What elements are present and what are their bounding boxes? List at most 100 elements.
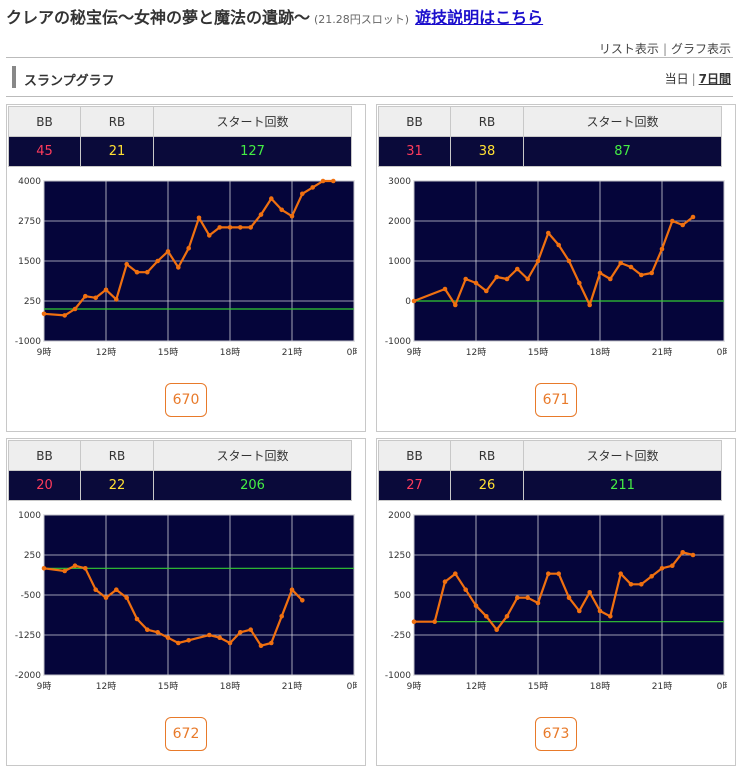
machine-number-button[interactable]: 672 [165, 717, 207, 751]
data-point [442, 579, 448, 584]
rb-header: RB [80, 440, 154, 471]
stats-header-row: BB RB スタート回数 [8, 106, 352, 137]
page-title: クレアの秘宝伝〜女神の夢と魔法の遺跡〜 [6, 8, 311, 27]
data-point [279, 207, 285, 213]
x-tick-label: 9時 [407, 681, 422, 692]
data-point [659, 566, 665, 571]
data-point [279, 614, 285, 619]
y-tick-label: 250 [24, 297, 41, 307]
data-point [72, 306, 78, 312]
data-point [72, 563, 78, 568]
machine-panel: BB RB スタート回数 45 21 127 4000 2750 1500 250 -1… [6, 104, 366, 432]
machine-panel: BB RB スタート回数 20 22 206 1000 250 -500 -1250 -… [6, 438, 366, 766]
machine-number-button[interactable]: 673 [535, 717, 577, 751]
rb-header: RB [80, 106, 154, 137]
page-header: クレアの秘宝伝〜女神の夢と魔法の遺跡〜 (21.28円スロット) 遊技説明はこちら [6, 4, 543, 28]
data-point [41, 311, 47, 317]
stats-value-row: 31 38 87 [378, 136, 722, 167]
x-tick-label: 12時 [96, 681, 116, 692]
data-point [484, 288, 489, 294]
stats-table: BB RB スタート回数 45 21 127 [8, 106, 352, 167]
data-point [217, 635, 222, 640]
data-point [196, 215, 202, 221]
machine-number-button[interactable]: 671 [535, 383, 577, 417]
data-point [639, 582, 644, 587]
range-today-link[interactable]: 当日 [664, 72, 689, 86]
x-tick-label: 9時 [407, 347, 422, 358]
x-tick-label: 12時 [96, 347, 116, 358]
graph-view-link[interactable]: グラフ表示 [670, 42, 731, 56]
data-point [93, 587, 98, 592]
section-marker [12, 66, 16, 88]
page-subtitle: (21.28円スロット) [314, 13, 410, 26]
y-tick-label: -2000 [15, 671, 41, 681]
data-point [41, 566, 47, 571]
rb-value: 21 [80, 136, 154, 167]
data-point [504, 614, 510, 619]
x-tick-label: 12時 [466, 681, 486, 692]
series-line [43, 179, 334, 317]
data-point [473, 280, 479, 286]
data-point [556, 571, 561, 576]
y-tick-label: -500 [21, 591, 42, 601]
list-view-link[interactable]: リスト表示 [598, 42, 659, 56]
data-point [628, 582, 634, 587]
data-point [587, 302, 592, 308]
data-point [453, 571, 458, 576]
x-tick-label: 12時 [466, 347, 486, 358]
y-tick-label: 2000 [388, 217, 411, 227]
data-point [134, 616, 140, 622]
x-tick-label: 21時 [282, 347, 302, 358]
data-point [494, 274, 499, 280]
section-title: スランプグラフ [24, 74, 115, 89]
data-point [473, 603, 479, 608]
data-point [248, 225, 253, 230]
data-point [453, 302, 458, 308]
data-point [515, 595, 520, 600]
range-toggle: 当日 | 7日間 [665, 70, 731, 87]
data-point [62, 568, 67, 574]
data-point [103, 287, 109, 293]
data-point [411, 298, 417, 304]
y-tick-label: 1000 [18, 511, 41, 521]
data-point [93, 295, 98, 301]
data-point [535, 258, 541, 264]
start-value: 206 [153, 470, 352, 501]
data-point [577, 280, 582, 286]
start-value: 127 [153, 136, 352, 167]
data-point [227, 640, 233, 646]
data-point [186, 638, 191, 643]
data-point [463, 587, 468, 592]
y-tick-label: -1000 [385, 337, 411, 347]
data-point [432, 619, 437, 624]
start-header: スタート回数 [153, 440, 352, 471]
stats-table: BB RB スタート回数 31 38 87 [378, 106, 722, 167]
bb-header: BB [8, 440, 81, 471]
stats-value-row: 45 21 127 [8, 136, 352, 167]
x-tick-label: 21時 [652, 347, 672, 358]
x-tick-label: 18時 [220, 681, 240, 692]
rb-value: 22 [80, 470, 154, 501]
y-tick-label: -250 [391, 631, 412, 641]
bb-header: BB [8, 106, 81, 137]
help-link[interactable]: 遊技説明はこちら [415, 8, 544, 27]
x-tick-label: 15時 [158, 347, 178, 358]
y-tick-label: 2750 [18, 217, 41, 227]
data-point [690, 552, 696, 558]
data-point [165, 249, 171, 254]
data-point [269, 640, 274, 646]
rb-value: 26 [450, 470, 524, 501]
data-point [566, 258, 572, 264]
machine-number-button[interactable]: 670 [165, 383, 207, 417]
y-tick-label: 4000 [18, 177, 41, 187]
slump-chart: 4000 2750 1500 250 -1000 9時 12時 15時 18時 21時 0時 [7, 171, 357, 366]
data-point [238, 225, 243, 230]
x-tick-label: 9時 [37, 347, 52, 358]
range-7days-link[interactable]: 7日間 [698, 72, 731, 86]
data-point [597, 270, 603, 276]
data-point [103, 595, 109, 600]
data-point [114, 297, 119, 302]
y-tick-label: -1000 [385, 671, 411, 681]
